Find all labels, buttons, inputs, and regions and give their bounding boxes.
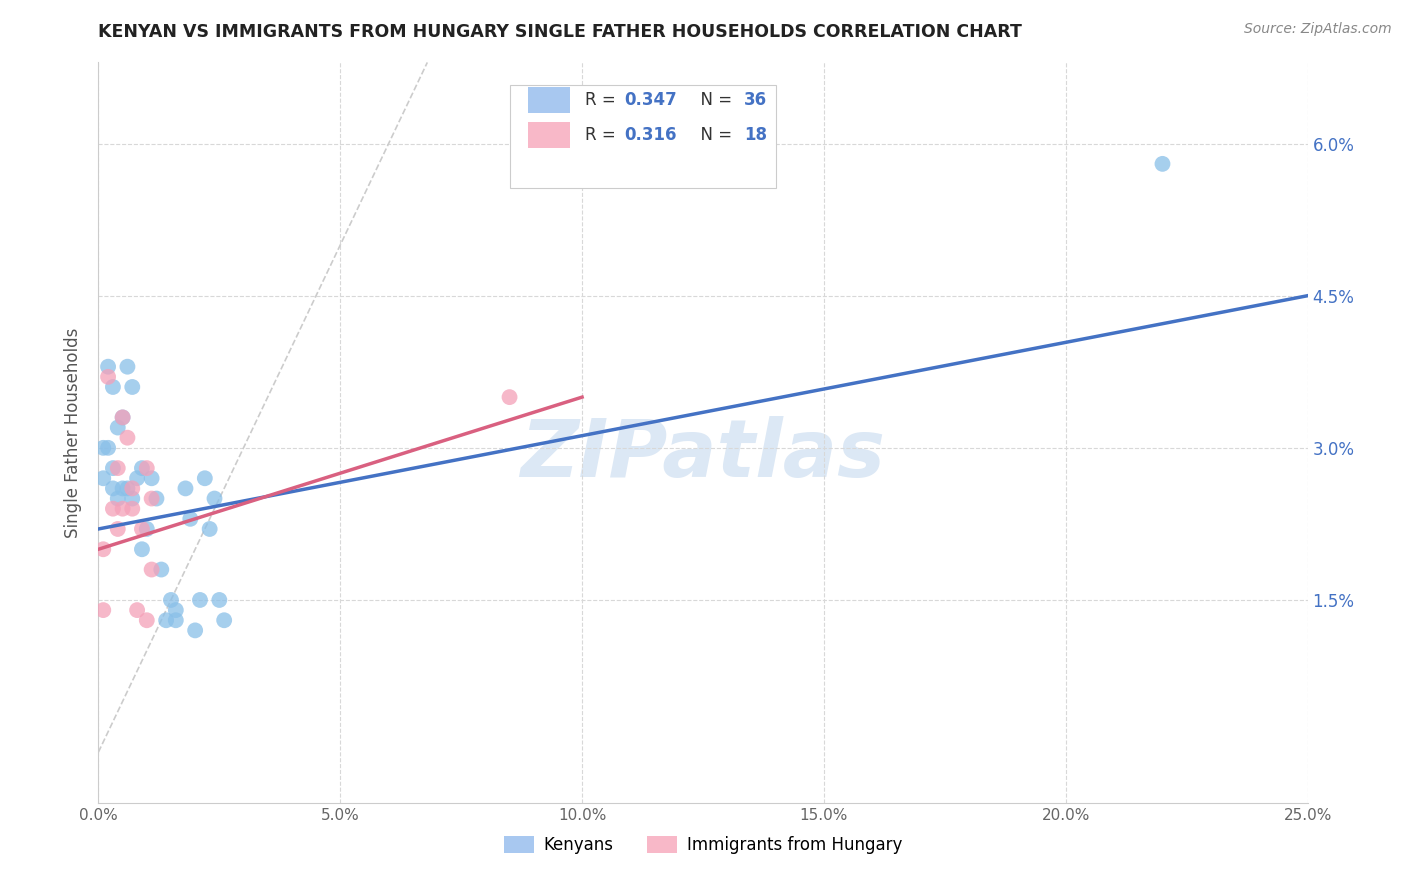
Point [91, 471, 114, 485]
Point [121, 482, 143, 496]
Point [141, 562, 163, 576]
Point [174, 482, 197, 496]
Point [498, 390, 520, 404]
Point [101, 501, 124, 516]
Point [117, 359, 139, 374]
Point [145, 491, 167, 506]
Point [204, 491, 226, 506]
Point [155, 613, 177, 627]
Point [97, 441, 120, 455]
Point [188, 593, 211, 607]
Point [1152, 157, 1174, 171]
Text: R =: R = [585, 126, 620, 144]
Point [111, 501, 134, 516]
Point [150, 562, 173, 576]
Point [91, 441, 114, 455]
Text: N =: N = [690, 91, 737, 109]
Point [117, 482, 139, 496]
Point [179, 512, 201, 526]
Text: 0.316: 0.316 [624, 126, 676, 144]
Y-axis label: Single Father Households: Single Father Households [65, 327, 83, 538]
Point [117, 431, 139, 445]
Point [208, 593, 231, 607]
Point [165, 603, 187, 617]
Point [212, 613, 235, 627]
Point [111, 482, 134, 496]
Point [107, 491, 129, 506]
Point [135, 461, 157, 475]
FancyBboxPatch shape [527, 121, 569, 147]
Point [91, 603, 114, 617]
Text: 36: 36 [744, 91, 768, 109]
Text: KENYAN VS IMMIGRANTS FROM HUNGARY SINGLE FATHER HOUSEHOLDS CORRELATION CHART: KENYAN VS IMMIGRANTS FROM HUNGARY SINGLE… [98, 23, 1022, 41]
Text: N =: N = [690, 126, 737, 144]
Point [121, 501, 143, 516]
Text: R =: R = [585, 91, 620, 109]
Point [121, 491, 143, 506]
Text: 18: 18 [744, 126, 768, 144]
Point [111, 410, 134, 425]
Point [131, 522, 153, 536]
Point [91, 542, 114, 557]
Point [131, 461, 153, 475]
Point [101, 482, 124, 496]
FancyBboxPatch shape [509, 85, 776, 188]
Point [198, 522, 221, 536]
Point [135, 613, 157, 627]
Point [107, 461, 129, 475]
Point [135, 522, 157, 536]
Point [194, 471, 217, 485]
Text: 0.347: 0.347 [624, 91, 678, 109]
Text: Source: ZipAtlas.com: Source: ZipAtlas.com [1244, 22, 1392, 37]
Point [121, 380, 143, 394]
Point [141, 491, 163, 506]
Point [160, 593, 183, 607]
FancyBboxPatch shape [527, 87, 569, 112]
Point [97, 369, 120, 384]
Point [127, 603, 149, 617]
Point [107, 522, 129, 536]
Point [111, 410, 134, 425]
Point [107, 420, 129, 434]
Point [101, 461, 124, 475]
Point [131, 542, 153, 557]
Point [127, 471, 149, 485]
Point [97, 359, 120, 374]
Text: ZIPatlas: ZIPatlas [520, 416, 886, 494]
Legend: Kenyans, Immigrants from Hungary: Kenyans, Immigrants from Hungary [496, 830, 910, 861]
Point [141, 471, 163, 485]
Point [184, 624, 207, 638]
Point [101, 380, 124, 394]
Point [165, 613, 187, 627]
